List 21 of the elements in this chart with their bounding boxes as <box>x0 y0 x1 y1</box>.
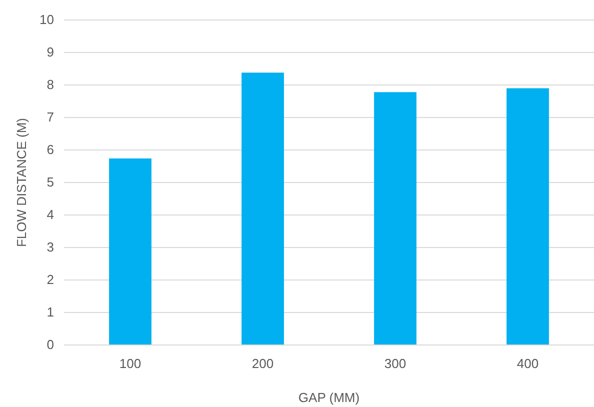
y-tick-label: 1 <box>46 304 54 320</box>
y-tick-label: 7 <box>46 110 54 125</box>
y-tick-label: 4 <box>46 207 54 222</box>
x-tick-label: 100 <box>119 356 142 372</box>
y-axis-title: FLOW DISTANCE (M) <box>14 118 29 248</box>
y-tick-label: 8 <box>46 77 54 92</box>
y-tick-label: 9 <box>46 44 54 60</box>
y-tick-label: 2 <box>46 272 54 288</box>
x-tick-label: 300 <box>384 356 406 372</box>
x-axis-title: GAP (MM) <box>298 390 360 405</box>
y-tick-label: 0 <box>46 337 54 352</box>
bar <box>374 92 416 345</box>
x-tick-label: 400 <box>516 356 539 372</box>
x-tick-label: 200 <box>252 356 274 372</box>
bar <box>242 72 284 345</box>
y-tick-label: 5 <box>46 174 54 190</box>
y-tick-label: 6 <box>46 142 54 158</box>
y-tick-label: 10 <box>40 12 54 28</box>
bar <box>506 88 549 345</box>
bar <box>109 158 152 345</box>
y-tick-label: 3 <box>46 240 54 255</box>
